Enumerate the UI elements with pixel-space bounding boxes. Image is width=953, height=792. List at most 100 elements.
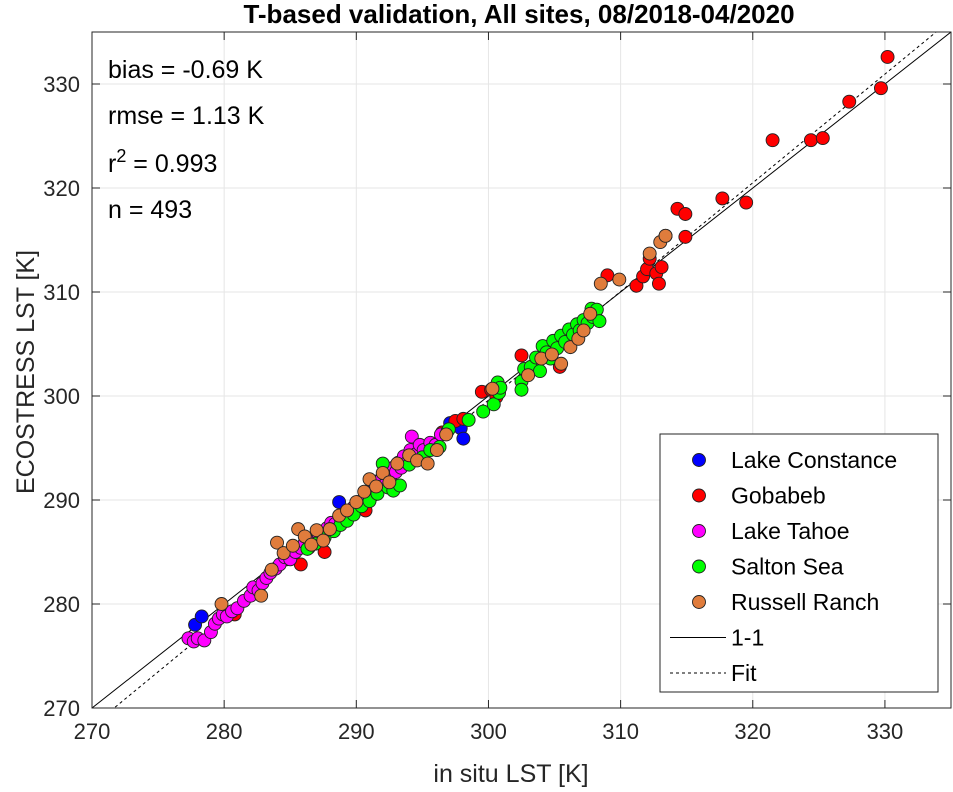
data-point [880, 50, 895, 64]
legend-marker [692, 524, 706, 538]
data-point [369, 479, 384, 494]
x-tick-label: 330 [867, 719, 904, 744]
data-point [340, 503, 355, 518]
y-tick-label: 290 [43, 488, 80, 513]
data-point [842, 94, 857, 109]
legend-marker [692, 595, 706, 609]
data-point [429, 443, 444, 458]
data-point [357, 484, 372, 499]
data-point [629, 278, 644, 293]
data-point [533, 364, 547, 378]
data-point [654, 260, 669, 274]
stat-r2: r2 = 0.993 [108, 146, 217, 178]
stat-n: n = 493 [108, 196, 192, 224]
data-point [461, 412, 476, 427]
data-point [194, 609, 209, 624]
data-point [678, 207, 693, 221]
data-point [576, 323, 591, 338]
data-points [181, 50, 895, 649]
data-point [485, 381, 500, 396]
data-point [214, 597, 229, 611]
data-point [739, 195, 754, 210]
data-point [304, 537, 319, 552]
legend-item: Lake Constance [692, 447, 897, 473]
legend-label: Fit [731, 660, 757, 686]
data-point [390, 456, 405, 471]
plot-area-frame [91, 31, 952, 709]
legend: Lake Constance Gobabeb Lake Tahoe Salton Se… [659, 433, 939, 693]
legend-label: Lake Constance [731, 447, 897, 473]
data-point [803, 133, 818, 148]
data-point [514, 382, 529, 397]
y-axis-label: ECOSTRESS LST [K] [12, 250, 40, 494]
stat-r2-superscript: 2 [116, 146, 126, 166]
x-tick-label: 290 [338, 719, 375, 744]
legend-item: Russell Ranch [692, 589, 879, 615]
data-point [254, 588, 269, 603]
x-tick-label: 270 [74, 719, 111, 744]
data-point [486, 397, 501, 412]
data-point [612, 272, 627, 287]
axis-ticks: 270 280 290 300 310 320 330 270 280 290 300 310 320 3… [43, 32, 951, 744]
legend-marker [692, 453, 706, 467]
legend-label: Salton Sea [731, 554, 844, 580]
data-point [375, 466, 390, 480]
grid [91, 32, 951, 709]
data-point [544, 347, 559, 362]
data-point [276, 546, 291, 560]
x-tick-label: 280 [206, 719, 243, 744]
legend-marker [692, 559, 706, 574]
data-point [593, 276, 608, 291]
data-point [420, 456, 435, 471]
x-tick-label: 300 [470, 719, 507, 744]
x-tick-label: 310 [602, 719, 639, 744]
stat-r2-prefix: r [108, 150, 116, 178]
data-point [521, 368, 536, 383]
y-tick-label: 310 [43, 280, 80, 305]
stat-r2-value: = 0.993 [126, 150, 217, 178]
data-point [285, 538, 300, 553]
data-point [322, 522, 337, 537]
legend-label: 1-1 [731, 625, 764, 651]
data-point [765, 133, 780, 148]
series-salton-sea [300, 301, 607, 556]
legend-item: 1-1 [670, 625, 764, 651]
data-point [874, 81, 888, 96]
legend-item: Salton Sea [692, 554, 844, 580]
data-point [583, 306, 598, 321]
legend-marker [692, 488, 706, 503]
x-axis-label: in situ LST [K] [433, 760, 588, 788]
legend-box [659, 433, 939, 693]
y-tick-label: 270 [43, 696, 80, 721]
series-russell-ranch [214, 228, 673, 611]
data-point [658, 228, 673, 243]
y-tick-label: 320 [43, 176, 80, 201]
x-tick-label: 320 [734, 719, 771, 744]
legend-item: Lake Tahoe [692, 518, 850, 544]
data-point [815, 131, 830, 146]
y-tick-label: 300 [43, 384, 80, 409]
legend-item: Gobabeb [692, 483, 826, 509]
data-point [270, 535, 284, 550]
data-point [382, 475, 397, 490]
stat-rmse: rmse = 1.13 K [108, 102, 265, 130]
legend-item: Fit [670, 660, 757, 686]
data-point [554, 356, 569, 371]
chart-title: T-based validation, All sites, 08/2018-0… [243, 0, 794, 29]
legend-label: Russell Ranch [731, 589, 879, 615]
stats-annotation: bias = -0.69 K rmse = 1.13 K r2 = 0.993 … [108, 56, 265, 224]
data-point [678, 229, 693, 244]
data-point [592, 314, 607, 329]
legend-label: Gobabeb [731, 483, 826, 509]
data-point [651, 276, 666, 291]
y-tick-label: 330 [43, 72, 80, 97]
data-point [316, 533, 331, 548]
data-point [349, 495, 364, 510]
y-tick-label: 280 [43, 592, 80, 617]
data-point [642, 246, 657, 261]
data-point [439, 427, 454, 442]
data-point [476, 404, 491, 419]
data-point [264, 562, 279, 577]
data-point [715, 191, 730, 206]
